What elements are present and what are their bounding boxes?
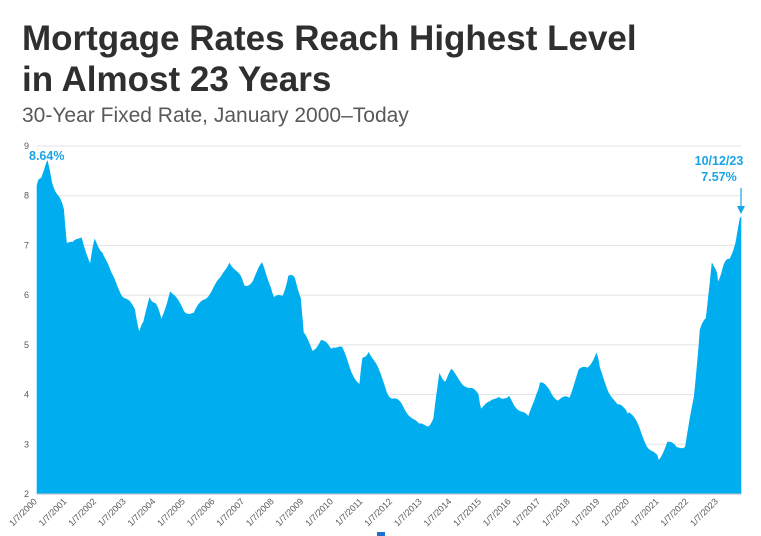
y-tick-label: 7 <box>24 240 29 250</box>
y-tick-label: 2 <box>24 489 29 499</box>
x-tick-label: 1/7/2023 <box>688 496 720 528</box>
slide-marker <box>377 532 385 536</box>
y-tick-label: 9 <box>24 141 29 151</box>
x-tick-label: 1/7/2003 <box>96 496 128 528</box>
latest-date-annotation: 10/12/23 <box>695 154 744 168</box>
x-tick-label: 1/7/2008 <box>244 496 276 528</box>
x-tick-label: 1/7/2014 <box>422 496 454 528</box>
series-layer <box>36 160 742 495</box>
x-tick-label: 1/7/2020 <box>599 496 631 528</box>
x-axis: 1/7/20001/7/20011/7/20021/7/20031/7/2004… <box>7 493 741 528</box>
y-tick-label: 6 <box>24 290 29 300</box>
x-tick-label: 1/7/2007 <box>214 496 246 528</box>
annotations: 8.64% 10/12/23 7.57% <box>29 149 745 214</box>
x-tick-label: 1/7/2001 <box>37 496 69 528</box>
x-tick-label: 1/7/2010 <box>303 496 335 528</box>
y-axis: 2 3 4 5 6 7 8 9 <box>24 141 29 499</box>
x-tick-label: 1/7/2009 <box>274 496 306 528</box>
x-tick-label: 1/7/2016 <box>481 496 513 528</box>
title-line-1: Mortgage Rates Reach Highest Level <box>22 19 637 58</box>
latest-rate-annotation: 7.57% <box>701 170 736 184</box>
annotation-arrow-head <box>737 206 745 214</box>
x-tick-label: 1/7/2013 <box>392 496 424 528</box>
x-tick-label: 1/7/2017 <box>510 496 542 528</box>
title-line-2: in Almost 23 Years <box>22 60 332 99</box>
chart-subtitle: 30-Year Fixed Rate, January 2000–Today <box>22 104 409 127</box>
x-tick-label: 1/7/2018 <box>540 496 572 528</box>
x-tick-label: 1/7/2006 <box>185 496 217 528</box>
chart-title: Mortgage Rates Reach Highest Level in Al… <box>22 18 722 100</box>
x-tick-label: 1/7/2000 <box>7 496 39 528</box>
x-tick-label: 1/7/2004 <box>126 496 158 528</box>
rate-area <box>36 160 742 495</box>
y-tick-label: 4 <box>24 390 29 400</box>
peak-annotation: 8.64% <box>29 149 64 163</box>
x-tick-label: 1/7/2021 <box>629 496 661 528</box>
x-tick-label: 1/7/2002 <box>66 496 98 528</box>
x-tick-label: 1/7/2015 <box>451 496 483 528</box>
x-tick-label: 1/7/2011 <box>333 496 364 527</box>
y-tick-label: 3 <box>24 439 29 449</box>
x-tick-label: 1/7/2022 <box>658 496 690 528</box>
y-tick-label: 5 <box>24 340 29 350</box>
x-tick-label: 1/7/2019 <box>570 496 602 528</box>
x-tick-label: 1/7/2012 <box>362 496 394 528</box>
y-tick-label: 8 <box>24 191 29 201</box>
x-tick-label: 1/7/2005 <box>155 496 187 528</box>
